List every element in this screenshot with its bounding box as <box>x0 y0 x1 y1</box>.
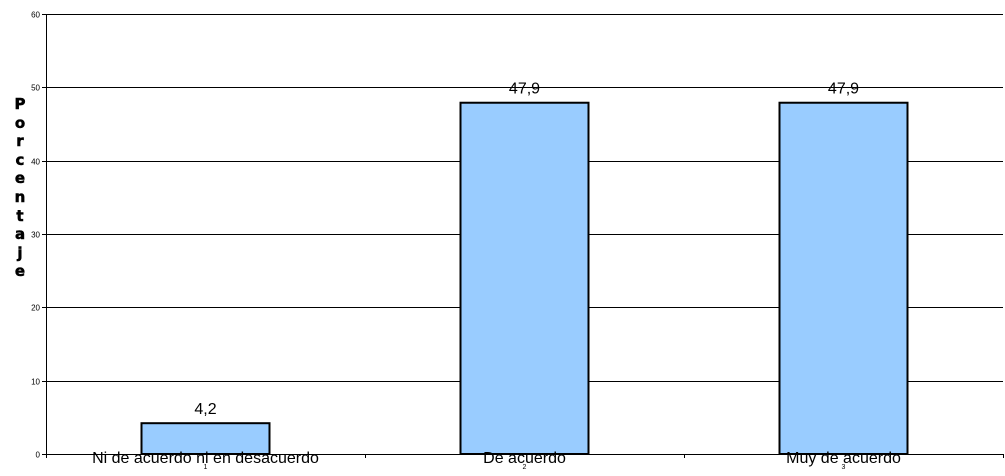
y-axis-title-letter: c <box>15 150 25 169</box>
y-tick-label: 20 <box>31 304 40 313</box>
y-tick-label: 0 <box>36 451 41 460</box>
x-index-label: 2 <box>523 464 527 471</box>
bar <box>459 101 590 455</box>
y-tick-label: 50 <box>31 84 40 93</box>
y-axis-title-letter: a <box>14 225 26 244</box>
category-label: Ni de acuerdo ni en desacuerdo <box>92 450 319 467</box>
data-label: 47,9 <box>509 81 540 98</box>
y-axis-title-letter: o <box>14 113 26 132</box>
y-axis-title-letter: j <box>17 243 23 262</box>
y-axis-title-letter: n <box>14 187 26 206</box>
y-tick-label: 40 <box>31 158 40 167</box>
y-axis-title-letter: e <box>14 262 26 281</box>
bar <box>140 422 271 456</box>
y-axis-title-letter: r <box>16 132 24 151</box>
bar <box>778 101 909 455</box>
data-label: 4,2 <box>194 401 216 418</box>
x-index-label: 1 <box>204 464 208 471</box>
y-axis-title-letter: e <box>14 169 26 188</box>
y-axis-title-letter: t <box>16 206 24 225</box>
y-axis-title-letter: P <box>14 95 26 113</box>
category-label: Muy de acuerdo <box>786 450 901 467</box>
data-label: 47,9 <box>828 81 859 98</box>
y-tick-label: 10 <box>31 378 40 387</box>
y-tick-label: 30 <box>31 231 40 240</box>
x-index-label: 3 <box>842 464 846 471</box>
category-label: De acuerdo <box>483 450 566 467</box>
y-tick-label: 60 <box>31 11 40 20</box>
